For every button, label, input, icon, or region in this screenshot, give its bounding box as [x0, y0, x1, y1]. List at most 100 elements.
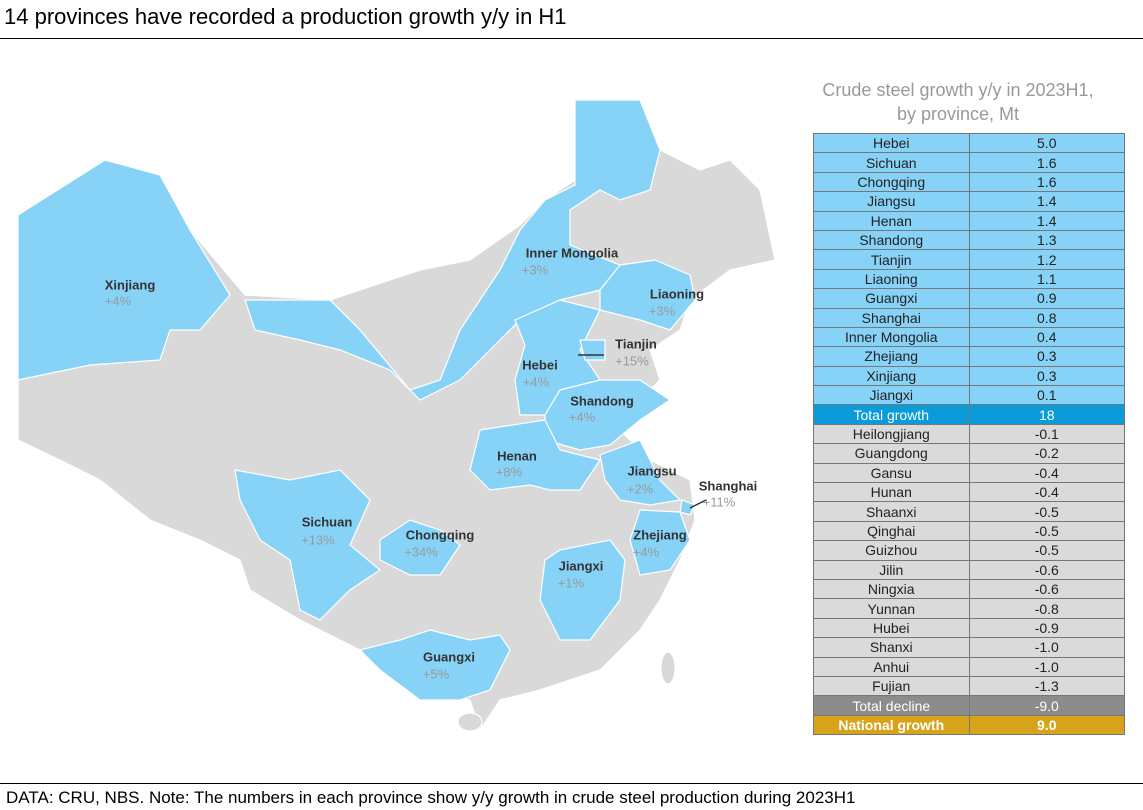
name-cell: Total decline: [813, 695, 970, 716]
province-label: Hebei: [522, 357, 557, 372]
province-growth: +13%: [301, 532, 335, 547]
province-label: Sichuan: [302, 514, 353, 529]
table-row: Inner Mongolia 0.4: [813, 326, 1125, 348]
table-row: Chongqing 1.6: [813, 171, 1125, 193]
table-row: Guangxi 0.9: [813, 288, 1125, 309]
province-growth: +2%: [627, 481, 654, 496]
name-cell: Xinjiang: [813, 365, 970, 387]
province-label: Guangxi: [423, 649, 475, 664]
province-growth: +4%: [105, 293, 132, 308]
table-row: Shandong 1.3: [813, 229, 1125, 251]
province-label: Shandong: [570, 393, 634, 408]
value-cell: -0.5: [968, 501, 1125, 522]
value-cell: 1.4: [968, 191, 1125, 212]
name-cell: Jiangsu: [813, 191, 970, 212]
province-growth: +3%: [522, 262, 549, 277]
name-cell: Shandong: [813, 229, 970, 251]
province-growth: +8%: [496, 464, 523, 479]
value-cell: -9.0: [968, 695, 1125, 716]
value-cell: 1.2: [968, 249, 1125, 270]
region-jiangxi: [539, 539, 626, 641]
province-growth: +11%: [703, 494, 736, 509]
name-cell: Anhui: [813, 656, 970, 677]
name-cell: Jilin: [813, 559, 970, 580]
value-cell: -0.6: [968, 578, 1125, 600]
region-xinjiang: [17, 159, 231, 381]
province-label: Chongqing: [406, 527, 475, 542]
province-label: Xinjiang: [105, 277, 156, 292]
table-row: Xinjiang 0.3: [813, 365, 1125, 387]
name-cell: Henan: [813, 210, 970, 231]
province-growth: +5%: [423, 666, 450, 681]
province-growth: +34%: [404, 544, 438, 559]
province-label: Jiangxi: [559, 558, 604, 573]
region-zhejiang: [629, 509, 691, 576]
value-cell: -0.8: [968, 598, 1125, 619]
province-label: Liaoning: [650, 286, 704, 301]
province-growth: +4%: [569, 409, 596, 424]
value-cell: -0.4: [968, 482, 1125, 503]
footer-rule: [0, 783, 1143, 784]
table-row: Zhejiang 0.3: [813, 346, 1125, 367]
table-row: Jiangsu 1.4: [813, 191, 1125, 212]
region-chongqing: [379, 519, 461, 576]
table-row: Total growth 18: [813, 404, 1125, 425]
table-row: Sichuan 1.6: [813, 152, 1125, 173]
name-cell: Hunan: [813, 482, 970, 503]
name-cell: Sichuan: [813, 152, 970, 173]
hainan: [457, 712, 483, 732]
table-row: Hubei -0.9: [813, 617, 1125, 639]
table-row: Shaanxi -0.5: [813, 501, 1125, 522]
value-cell: 0.3: [968, 346, 1125, 367]
value-cell: 1.4: [968, 210, 1125, 231]
name-cell: Guangdong: [813, 443, 970, 464]
value-cell: 0.1: [968, 385, 1125, 406]
value-cell: 1.6: [968, 152, 1125, 173]
name-cell: Tianjin: [813, 249, 970, 270]
value-cell: 1.6: [968, 171, 1125, 193]
value-cell: -0.5: [968, 520, 1125, 542]
province-label: Inner Mongolia: [526, 245, 619, 260]
table-row: Qinghai -0.5: [813, 520, 1125, 542]
province-growth: +4%: [523, 374, 550, 389]
province-growth: +1%: [558, 575, 585, 590]
value-cell: -0.2: [968, 443, 1125, 464]
value-cell: -0.5: [968, 540, 1125, 561]
value-cell: 18: [968, 404, 1125, 425]
name-cell: Shaanxi: [813, 501, 970, 522]
value-cell: -0.9: [968, 617, 1125, 639]
region-inner-mongolia: [244, 99, 661, 401]
table-row: Guangdong -0.2: [813, 443, 1125, 464]
table-row: Fujian -1.3: [813, 675, 1125, 697]
name-cell: Shanxi: [813, 637, 970, 658]
value-cell: -0.4: [968, 462, 1125, 484]
province-growth: +15%: [615, 353, 649, 368]
title: 14 provinces have recorded a production …: [4, 4, 567, 29]
table-row: Guizhou -0.5: [813, 540, 1125, 561]
value-cell: 0.8: [968, 307, 1125, 328]
province-label: Shanghai: [699, 478, 758, 493]
value-cell: 5.0: [968, 132, 1125, 154]
table-row: Anhui -1.0: [813, 656, 1125, 677]
name-cell: Liaoning: [813, 268, 970, 290]
taiwan: [660, 651, 676, 685]
name-cell: Hebei: [813, 132, 970, 154]
table-row: Jiangxi 0.1: [813, 385, 1125, 406]
value-cell: 1.3: [968, 229, 1125, 251]
province-label: Zhejiang: [633, 527, 687, 542]
table-row: Tianjin 1.2: [813, 249, 1125, 270]
name-cell: National growth: [813, 714, 970, 736]
region-shandong: [544, 379, 672, 451]
value-cell: -1.0: [968, 656, 1125, 677]
table-row: Shanxi -1.0: [813, 637, 1125, 658]
name-cell: Guangxi: [813, 288, 970, 309]
table-row: Henan 1.4: [813, 210, 1125, 231]
region-sichuan: [234, 469, 382, 621]
table-row: Ningxia -0.6: [813, 578, 1125, 600]
map: Xinjiang+4%Inner Mongolia+3%Liaoning+3%T…: [17, 99, 776, 732]
name-cell: Gansu: [813, 462, 970, 484]
value-cell: -0.1: [968, 423, 1125, 445]
name-cell: Inner Mongolia: [813, 326, 970, 348]
region-guangxi: [358, 629, 511, 701]
region-tianjin: [579, 339, 606, 361]
